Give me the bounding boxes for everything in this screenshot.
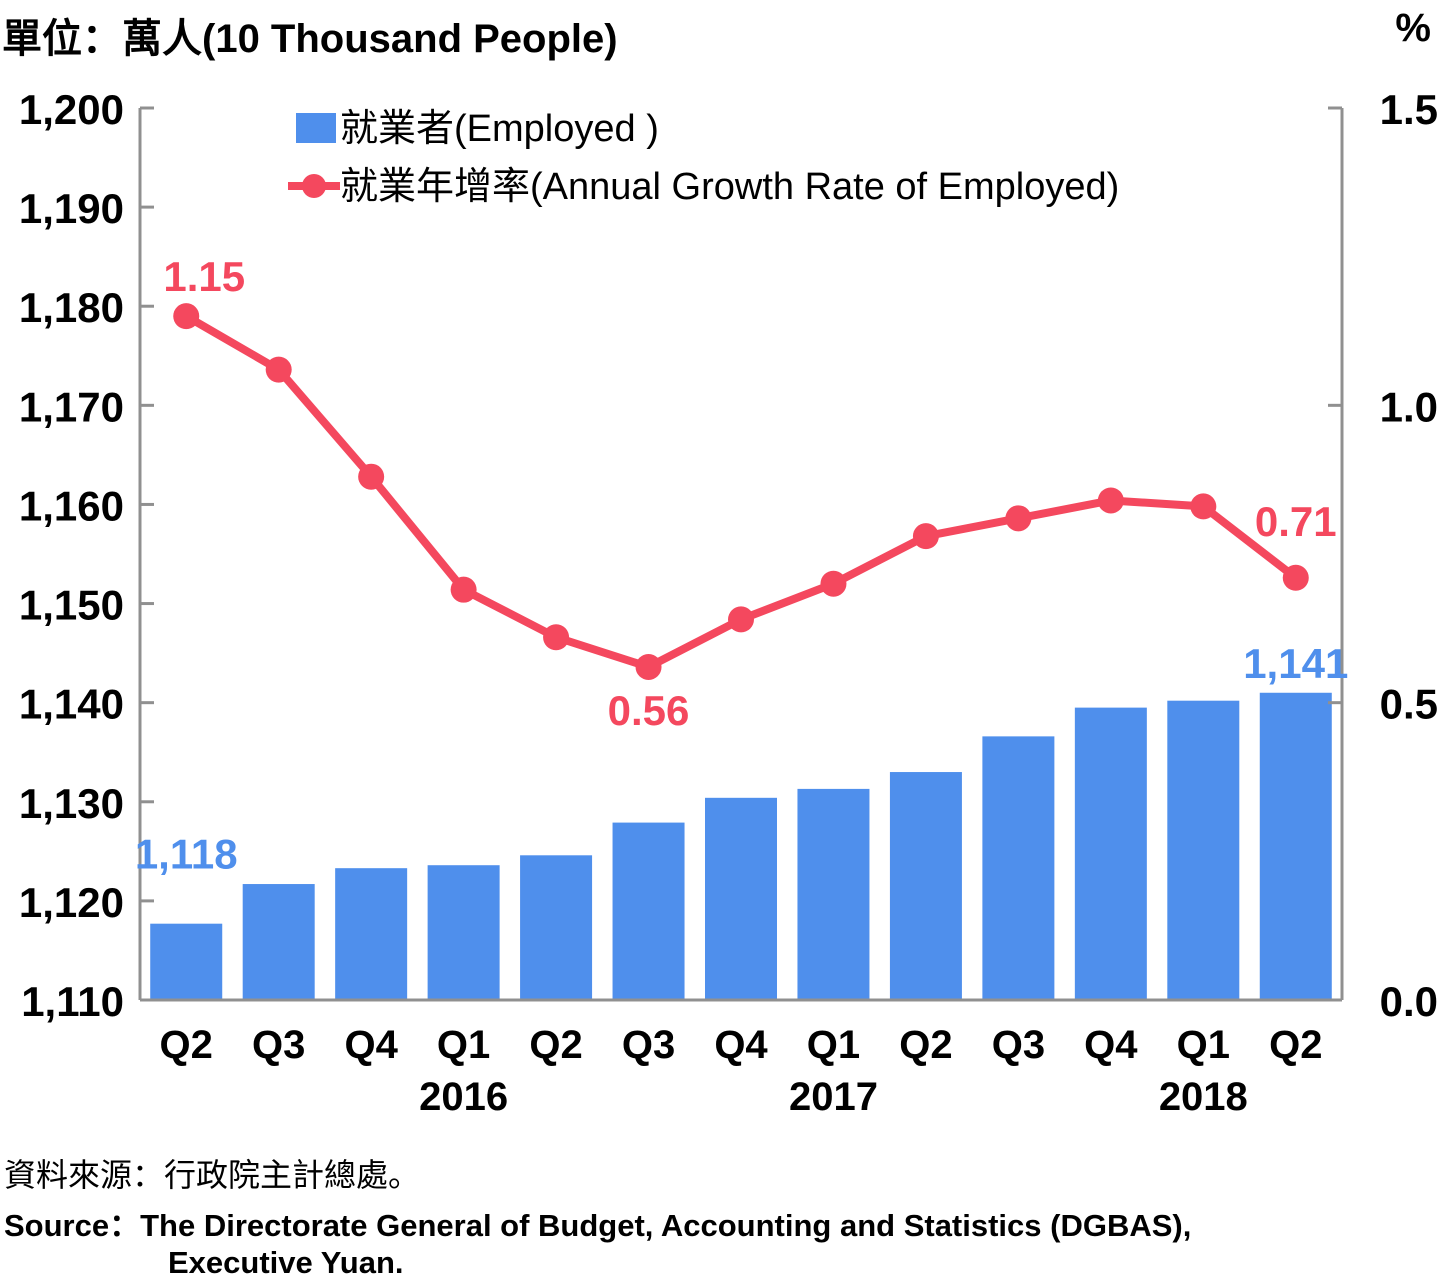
- growth-rate-point: [1097, 487, 1124, 514]
- x-tick-label: Q3: [622, 1023, 675, 1067]
- bar: [242, 884, 315, 1000]
- bar: [335, 868, 408, 1000]
- left-tick-label: 1,130: [19, 780, 124, 827]
- legend-bar-swatch: [296, 113, 336, 143]
- x-tick-label: Q2: [529, 1023, 582, 1067]
- bar: [520, 855, 593, 1000]
- growth-rate-point: [1005, 505, 1032, 532]
- x-tick-label: Q2: [899, 1023, 952, 1067]
- source-en-line2: Executive Yuan.: [168, 1245, 404, 1280]
- growth-rate-point: [1282, 564, 1309, 591]
- left-tick-label: 1,120: [19, 879, 124, 926]
- x-tick-label: Q2: [1269, 1023, 1322, 1067]
- bar: [427, 865, 500, 1000]
- right-tick-label: 0.5: [1380, 681, 1438, 728]
- x-tick-label: Q1: [437, 1023, 490, 1067]
- left-tick-label: 1,180: [19, 284, 124, 331]
- growth-rate-point: [1190, 493, 1217, 520]
- legend-line-marker: [302, 174, 326, 198]
- bar: [705, 797, 777, 1000]
- left-tick-label: 1,170: [19, 383, 124, 430]
- bar: [982, 736, 1055, 1000]
- growth-rate-point: [173, 303, 200, 330]
- bar: [612, 822, 685, 1000]
- x-tick-label: Q2: [160, 1023, 213, 1067]
- bar: [797, 788, 870, 1000]
- left-axis-unit: 單位：萬人(10 Thousand People): [2, 17, 618, 61]
- right-tick-label: 1.5: [1380, 86, 1438, 133]
- growth-rate-point: [820, 570, 847, 597]
- year-label: 2016: [419, 1075, 508, 1119]
- growth-rate-point: [912, 523, 939, 550]
- legend-bar-label: 就業者(Employed ): [340, 108, 659, 150]
- left-tick-label: 1,140: [19, 681, 124, 728]
- left-tick-label: 1,150: [19, 582, 124, 629]
- left-tick-label: 1,160: [19, 482, 124, 529]
- x-tick-label: Q4: [1084, 1023, 1138, 1067]
- x-tick-label: Q3: [252, 1023, 305, 1067]
- growth-rate-point: [358, 463, 385, 490]
- right-tick-label: 0.0: [1380, 978, 1438, 1025]
- year-label: 2018: [1159, 1075, 1248, 1119]
- bar-data-label: 1,118: [135, 831, 238, 878]
- line-data-label: 0.71: [1255, 498, 1337, 545]
- legend-line-label: 就業年增率(Annual Growth Rate of Employed): [340, 166, 1119, 208]
- left-tick-label: 1,200: [19, 86, 124, 133]
- left-tick-label: 1,110: [21, 978, 124, 1025]
- left-tick-label: 1,190: [19, 185, 124, 232]
- bar: [1167, 700, 1240, 1000]
- bar: [1259, 692, 1332, 1000]
- right-tick-label: 1.0: [1380, 383, 1438, 430]
- chart-canvas: 1,110 1,120 1,130 1,140 1,150 1,160 1,170 1,180…: [19, 86, 1438, 1119]
- source-en: Source：The Directorate General of Budget…: [4, 1208, 1192, 1243]
- growth-rate-point: [265, 356, 292, 383]
- x-tick-label: Q4: [344, 1023, 398, 1067]
- growth-rate-point: [450, 576, 477, 603]
- x-tick-label: Q1: [807, 1023, 860, 1067]
- line-data-label: 1.15: [163, 253, 245, 300]
- bar: [150, 923, 223, 1000]
- x-tick-label: Q4: [714, 1023, 768, 1067]
- growth-rate-point: [728, 606, 754, 633]
- bar: [889, 772, 962, 1000]
- year-label: 2017: [789, 1075, 878, 1119]
- bar-data-label: 1,141: [1243, 640, 1348, 687]
- x-tick-label: Q3: [992, 1023, 1045, 1067]
- source-zh: 資料來源：行政院主計總處。: [4, 1157, 421, 1193]
- right-axis-unit: %: [1395, 6, 1431, 50]
- x-tick-label: Q1: [1177, 1023, 1230, 1067]
- line-data-label: 0.56: [608, 687, 690, 734]
- bar: [1074, 707, 1147, 1000]
- growth-rate-point: [543, 624, 570, 651]
- growth-rate-point: [635, 653, 662, 680]
